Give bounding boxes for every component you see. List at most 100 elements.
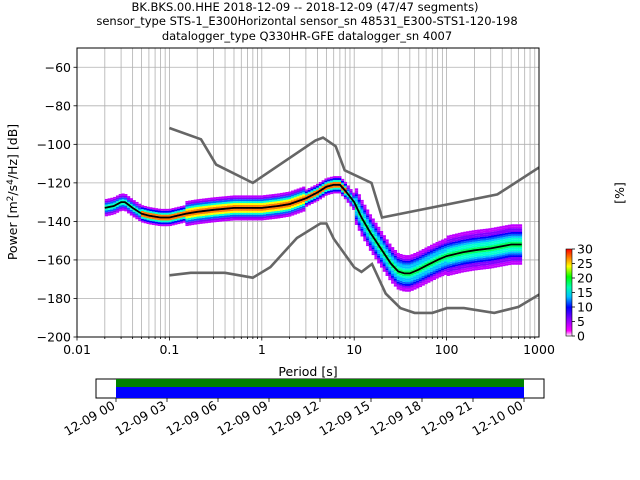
heatmap-cell (202, 213, 206, 216)
heatmap-cell (416, 282, 420, 285)
heatmap-cell (499, 239, 503, 242)
heatmap-cell (432, 251, 436, 254)
heatmap-cell (435, 276, 439, 279)
heatmap-cell (188, 204, 192, 207)
heatmap-cell (368, 227, 373, 230)
heatmap-cell (110, 209, 114, 212)
heatmap-cell (354, 215, 359, 218)
heatmap-cell (513, 233, 517, 236)
heatmap-cell (477, 250, 481, 253)
heatmap-cell (427, 271, 431, 274)
heatmap-cell (496, 257, 500, 260)
heatmap-cell (374, 247, 378, 250)
heatmap-cell (271, 195, 275, 198)
heatmap-cell (129, 198, 134, 201)
heatmap-cell (468, 261, 473, 264)
heatmap-cell (393, 253, 398, 256)
heatmap-cell (429, 248, 434, 251)
heatmap-cell (382, 242, 386, 245)
heatmap-cell (404, 264, 409, 267)
heatmap-cell (477, 246, 481, 249)
heatmap-cell (302, 194, 306, 197)
heatmap-cell (282, 213, 286, 216)
heatmap-cell (418, 250, 423, 253)
heatmap-cell (107, 204, 111, 207)
heatmap-cell (199, 202, 203, 205)
heatmap-cell (154, 212, 159, 214)
heatmap-cell (443, 247, 448, 250)
heatmap-cell (368, 214, 373, 217)
heatmap-cell (516, 239, 520, 242)
heatmap-cell (210, 211, 214, 213)
heatmap-cell (316, 185, 320, 188)
plot-frame (76, 47, 540, 338)
heatmap-cell (188, 223, 192, 226)
heatmap-cell (354, 199, 359, 202)
heatmap-cell (488, 264, 492, 267)
heatmap-cell (396, 268, 400, 271)
heatmap-cell (410, 269, 414, 272)
heatmap-cell (196, 203, 200, 205)
heatmap-cell (260, 203, 264, 206)
heatmap-cell (488, 249, 492, 252)
heatmap-cell (215, 204, 220, 207)
heatmap-cell (213, 212, 217, 215)
heatmap-cell (266, 198, 270, 201)
heatmap-cell (343, 193, 348, 196)
heatmap-cell (491, 237, 495, 240)
heatmap-cell (427, 265, 431, 268)
heatmap-cell (505, 240, 509, 243)
heatmap-cell (413, 264, 417, 267)
heatmap-cell (393, 273, 398, 276)
heatmap-cell (293, 189, 297, 192)
heatmap-cell (149, 216, 153, 219)
heatmap-cell (379, 238, 384, 241)
heatmap-cell (499, 226, 503, 229)
heatmap-cell (385, 239, 389, 242)
heatmap-cell (407, 284, 411, 286)
heatmap-cell (210, 214, 214, 217)
heatmap-cell (366, 232, 370, 235)
heatmap-cell (516, 241, 520, 244)
heatmap-cell (468, 232, 473, 235)
heatmap-cell (115, 195, 120, 198)
heatmap-cell (207, 197, 211, 200)
heatmap-cell (499, 262, 503, 265)
heatmap-cell (424, 266, 428, 269)
heatmap-cell (466, 244, 470, 247)
heatmap-cell (449, 263, 453, 266)
heatmap-cell (518, 241, 523, 244)
heatmap-cell (410, 258, 414, 260)
heatmap-cell (463, 266, 467, 269)
heatmap-cell (207, 199, 211, 202)
heatmap-cell (354, 217, 359, 220)
heatmap-cell (316, 197, 320, 200)
heatmap-cell (171, 221, 175, 224)
heatmap-cell (455, 254, 459, 257)
heatmap-cell (516, 224, 520, 227)
heatmap-cell (260, 210, 264, 213)
heatmap-cell (202, 202, 206, 205)
heatmap-cell (502, 237, 506, 240)
heatmap-cell (429, 277, 434, 280)
heatmap-cell (471, 243, 475, 246)
heatmap-cell (404, 278, 409, 281)
heatmap-cell (282, 196, 286, 199)
heatmap-cell (471, 234, 475, 237)
heatmap-cell (421, 262, 425, 265)
heatmap-cell (418, 277, 423, 280)
heatmap-cell (418, 283, 423, 286)
heatmap-cell (435, 247, 439, 250)
heatmap-cell (452, 239, 456, 242)
heatmap-cell (379, 240, 384, 243)
heatmap-cell (110, 199, 114, 202)
heatmap-cell (271, 215, 275, 218)
heatmap-cell (299, 195, 303, 198)
heatmap-cell (502, 250, 506, 253)
heatmap-cell (174, 209, 178, 212)
heatmap-cell (449, 238, 453, 241)
heatmap-cell (132, 209, 136, 212)
heatmap-cell (407, 257, 411, 259)
heatmap-cell (432, 247, 436, 250)
heatmap-cell (249, 205, 253, 207)
